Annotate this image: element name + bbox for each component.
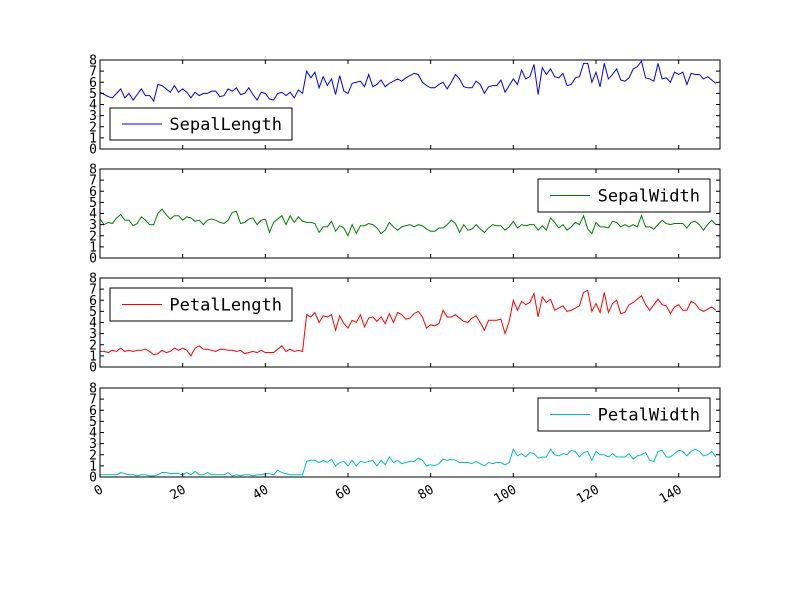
series-line-petallength [100, 289, 717, 357]
y-tick-label: 6 [89, 76, 97, 91]
y-tick-label: 4 [89, 98, 97, 113]
legend-label: PetalWidth [598, 406, 700, 426]
y-tick-label: 7 [89, 283, 97, 298]
y-tick-label: 8 [89, 272, 97, 287]
y-tick-label: 0 [89, 361, 97, 376]
y-tick-label: 6 [89, 185, 97, 200]
y-tick-label: 1 [89, 240, 97, 255]
y-tick-label: 5 [89, 305, 97, 320]
y-tick-label: 3 [89, 327, 97, 342]
y-tick-label: 6 [89, 294, 97, 309]
x-tick-label: 60 [333, 482, 354, 503]
series-line-sepalwidth [99, 208, 717, 237]
x-tick-label: 20 [168, 482, 189, 503]
y-tick-label: 3 [89, 218, 97, 233]
y-tick-label: 8 [89, 382, 97, 397]
y-tick-label: 5 [89, 415, 97, 430]
y-tick-label: 0 [89, 252, 97, 267]
y-tick-label: 0 [89, 471, 97, 486]
y-tick-label: 1 [89, 459, 97, 474]
y-tick-label: 2 [89, 120, 97, 135]
legend-label: PetalLength [169, 296, 282, 316]
legend-sepalwidth: SepalWidth [537, 178, 711, 213]
x-tick-label: 80 [416, 482, 437, 503]
legend-petallength: PetalLength [109, 287, 293, 322]
series-line-petalwidth [100, 447, 717, 477]
legend-sepallength: SepalLength [109, 107, 293, 141]
y-tick-label: 2 [89, 229, 97, 244]
y-tick-label: 7 [89, 174, 97, 189]
y-tick-label: 3 [89, 437, 97, 452]
legend-label: SepalLength [169, 115, 282, 135]
y-tick-label: 4 [89, 316, 97, 331]
y-tick-label: 2 [89, 338, 97, 353]
legend-petalwidth: PetalWidth [537, 397, 711, 432]
x-tick-label: 40 [250, 482, 271, 503]
y-tick-label: 3 [89, 109, 97, 124]
series-line-sepallength [99, 59, 717, 103]
y-tick-label: 0 [89, 143, 97, 158]
y-tick-label: 8 [89, 54, 97, 69]
y-tick-label: 1 [89, 131, 97, 146]
y-tick-label: 1 [89, 349, 97, 364]
y-tick-label: 5 [89, 196, 97, 211]
y-tick-label: 2 [89, 448, 97, 463]
y-tick-label: 4 [89, 207, 97, 222]
y-tick-label: 8 [89, 163, 97, 178]
y-tick-label: 6 [89, 404, 97, 419]
y-tick-label: 4 [89, 426, 97, 441]
y-tick-label: 5 [89, 87, 97, 102]
y-tick-label: 7 [89, 65, 97, 80]
y-tick-label: 7 [89, 393, 97, 408]
legend-label: SepalWidth [598, 187, 700, 207]
